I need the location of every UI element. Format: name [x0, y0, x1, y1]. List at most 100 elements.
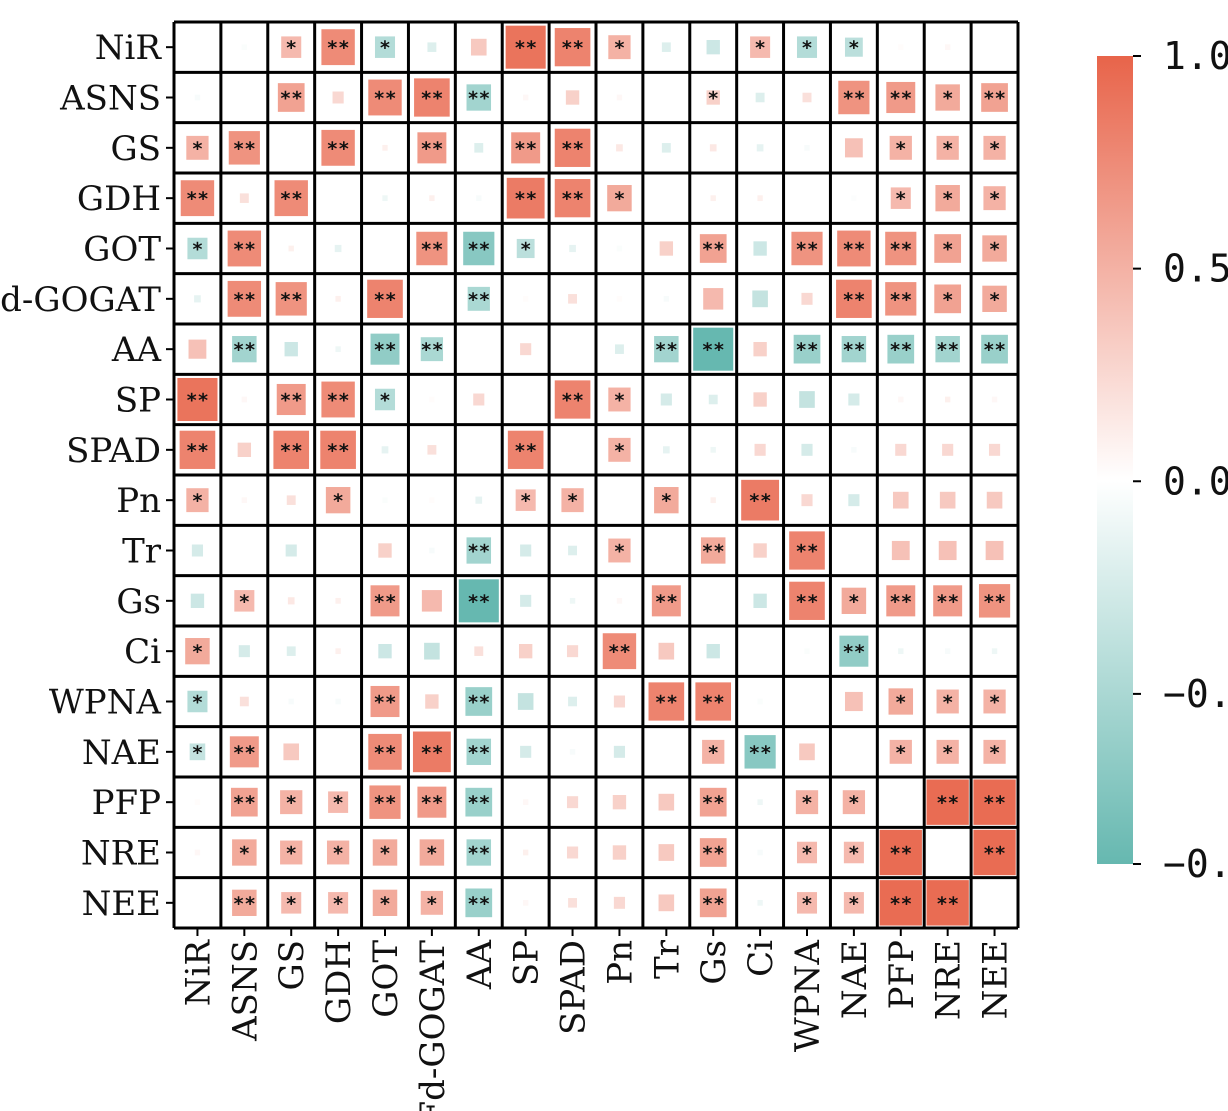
heatmap-cell: [706, 643, 720, 659]
heatmap-cell: [228, 131, 260, 165]
significance-label: *: [942, 138, 953, 160]
heatmap-cell: [569, 748, 576, 755]
x-tick-label: NEE: [976, 940, 1016, 1019]
heatmap-cell: [648, 682, 685, 721]
heatmap-cell: [753, 341, 767, 357]
heatmap-cell: [475, 496, 483, 504]
heatmap-cell: [890, 187, 911, 209]
x-tick-label: NRE: [929, 940, 969, 1020]
significance-label: **: [889, 893, 912, 915]
significance-label: *: [942, 239, 953, 261]
heatmap-cell: [474, 646, 484, 656]
heatmap-cell: [699, 234, 727, 263]
y-tick-label: Gs: [116, 582, 161, 622]
heatmap-cell: [230, 787, 258, 817]
significance-label: **: [280, 88, 303, 110]
heatmap-cell: [334, 244, 342, 253]
heatmap-cell: [335, 597, 341, 604]
heatmap-cell: [693, 327, 734, 371]
heatmap-cell: [699, 888, 727, 918]
significance-label: **: [420, 792, 443, 814]
heatmap-cell: [885, 231, 917, 266]
heatmap-cell: [328, 892, 349, 914]
significance-label: **: [842, 239, 865, 261]
significance-label: *: [567, 490, 578, 512]
heatmap-cell: [659, 241, 674, 256]
heatmap-cell: [988, 443, 1001, 456]
significance-label: **: [467, 692, 490, 714]
significance-label: *: [801, 893, 812, 915]
heatmap-cell: [237, 442, 252, 458]
significance-label: **: [655, 591, 678, 613]
heatmap-cell: [612, 845, 627, 860]
significance-label: **: [749, 490, 772, 512]
significance-label: **: [889, 339, 912, 361]
significance-label: **: [233, 742, 256, 764]
heatmap-cell: [793, 334, 821, 364]
heatmap-cell: [522, 295, 529, 302]
significance-label: *: [801, 792, 812, 814]
heatmap-cell: [378, 643, 392, 659]
heatmap-cell: [886, 81, 916, 114]
x-tick-label: NAE: [835, 940, 875, 1019]
heatmap-cell: [372, 839, 398, 866]
significance-label: **: [420, 742, 443, 764]
significance-label: **: [233, 138, 256, 160]
heatmap-cell: [944, 44, 951, 51]
significance-label: *: [614, 37, 625, 59]
heatmap-cell: [517, 693, 534, 710]
heatmap-cell: [372, 889, 398, 916]
heatmap-cell: [891, 540, 910, 561]
significance-label: **: [842, 339, 865, 361]
heatmap-cell: [326, 840, 350, 865]
significance-label: **: [561, 138, 584, 160]
x-tick-label: Pn: [600, 940, 640, 985]
significance-label: **: [842, 289, 865, 311]
heatmap-cell: [895, 443, 907, 456]
significance-label: *: [801, 37, 812, 59]
x-tick-label: SP: [507, 940, 547, 986]
significance-label: *: [848, 792, 859, 814]
significance-label: **: [561, 390, 584, 412]
heatmap-cell: [520, 343, 532, 356]
significance-label: **: [936, 339, 959, 361]
significance-label: **: [702, 239, 725, 261]
significance-label: **: [186, 390, 209, 412]
heatmap-cell: [851, 446, 857, 453]
y-tick-label: GS: [111, 129, 161, 169]
heatmap-cell: [232, 889, 257, 916]
heatmap-cell: [661, 143, 671, 153]
significance-label: **: [327, 138, 350, 160]
significance-label: **: [889, 843, 912, 865]
heatmap-cell: [709, 144, 717, 152]
significance-label: **: [467, 843, 490, 865]
heatmap-cell: [466, 839, 492, 866]
heatmap-cell: [191, 544, 204, 557]
significance-label: **: [467, 239, 490, 261]
heatmap-cell: [663, 295, 670, 302]
heatmap-cell: [467, 286, 490, 311]
heatmap-cell: [757, 849, 763, 856]
heatmap-cell: [986, 491, 1003, 509]
significance-label: *: [754, 37, 765, 59]
heatmap-cell: [658, 844, 675, 861]
heatmap-cell: [177, 377, 218, 422]
heatmap-cell: [889, 739, 912, 764]
heatmap-cell: [753, 593, 767, 609]
heatmap-cell: [706, 39, 720, 55]
significance-label: **: [702, 541, 725, 563]
significance-label: **: [327, 390, 350, 412]
heatmap-cell: [511, 132, 541, 164]
heatmap-cell: [898, 44, 904, 51]
heatmap-cell: [795, 790, 819, 815]
heatmap-cell: [942, 443, 954, 456]
heatmap-cell: [837, 230, 871, 267]
significance-label: **: [514, 440, 537, 462]
colorbar-gradient: [1097, 56, 1133, 864]
heatmap-cell: [554, 128, 591, 167]
heatmap-cell: [885, 282, 917, 316]
heatmap-cell: [370, 585, 400, 617]
heatmap-cell: [569, 346, 576, 353]
heatmap-cell: [241, 396, 248, 403]
heatmap-cell: [796, 841, 818, 864]
